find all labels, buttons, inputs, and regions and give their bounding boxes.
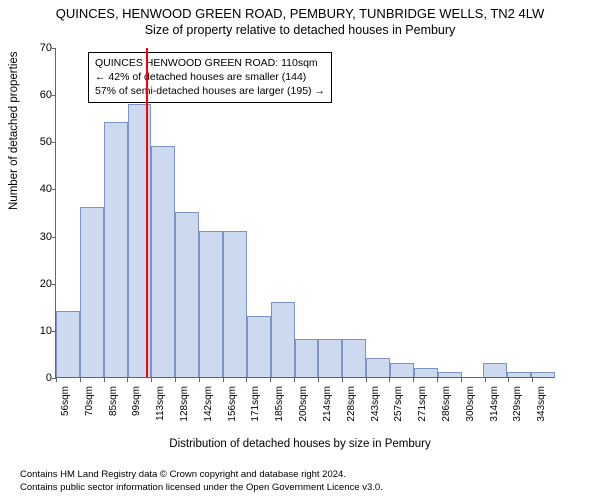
x-tick-label: 56sqm bbox=[60, 386, 71, 428]
page-title: QUINCES, HENWOOD GREEN ROAD, PEMBURY, TU… bbox=[0, 0, 600, 21]
x-tick-label: 70sqm bbox=[84, 386, 95, 428]
histogram-bar bbox=[414, 368, 438, 377]
histogram-bar bbox=[342, 339, 366, 377]
x-tick-label: 171sqm bbox=[250, 386, 261, 428]
property-marker-line bbox=[146, 48, 148, 377]
histogram-bar bbox=[438, 372, 462, 377]
y-tick-mark bbox=[52, 189, 56, 190]
annotation-line-1: QUINCES HENWOOD GREEN ROAD: 110sqm bbox=[95, 56, 325, 70]
y-axis-label: Number of detached properties bbox=[8, 51, 20, 210]
x-tick-mark bbox=[151, 378, 152, 382]
y-tick-label: 30 bbox=[24, 231, 52, 243]
histogram-bar bbox=[151, 146, 175, 377]
histogram-bar bbox=[175, 212, 199, 377]
y-tick-mark bbox=[52, 48, 56, 49]
x-tick-label: 156sqm bbox=[227, 386, 238, 428]
attribution: Contains HM Land Registry data © Crown c… bbox=[20, 469, 383, 494]
x-tick-mark bbox=[223, 378, 224, 382]
x-tick-label: 99sqm bbox=[131, 386, 142, 428]
x-tick-mark bbox=[389, 378, 390, 382]
x-tick-mark bbox=[175, 378, 176, 382]
x-tick-mark bbox=[508, 378, 509, 382]
x-tick-label: 142sqm bbox=[203, 386, 214, 428]
x-tick-mark bbox=[80, 378, 81, 382]
x-tick-mark bbox=[104, 378, 105, 382]
y-tick-label: 20 bbox=[24, 278, 52, 290]
y-tick-label: 60 bbox=[24, 89, 52, 101]
x-tick-label: 228sqm bbox=[346, 386, 357, 428]
x-tick-mark bbox=[246, 378, 247, 382]
histogram-bar bbox=[295, 339, 319, 377]
y-tick-label: 40 bbox=[24, 183, 52, 195]
attribution-line-2: Contains public sector information licen… bbox=[20, 482, 383, 494]
histogram-bar bbox=[199, 231, 223, 377]
histogram-bar bbox=[247, 316, 271, 377]
histogram-bar bbox=[390, 363, 414, 377]
histogram-bar bbox=[483, 363, 507, 377]
x-tick-label: 329sqm bbox=[512, 386, 523, 428]
x-tick-label: 343sqm bbox=[536, 386, 547, 428]
x-tick-label: 185sqm bbox=[274, 386, 285, 428]
x-tick-label: 243sqm bbox=[370, 386, 381, 428]
y-tick-label: 50 bbox=[24, 136, 52, 148]
x-tick-mark bbox=[413, 378, 414, 382]
histogram-chart: QUINCES HENWOOD GREEN ROAD: 110sqm ← 42%… bbox=[55, 48, 555, 378]
histogram-bar bbox=[271, 302, 295, 377]
y-tick-mark bbox=[52, 237, 56, 238]
annotation-line-2: ← 42% of detached houses are smaller (14… bbox=[95, 70, 325, 84]
x-tick-mark bbox=[127, 378, 128, 382]
x-tick-mark bbox=[199, 378, 200, 382]
x-tick-label: 257sqm bbox=[393, 386, 404, 428]
x-tick-label: 214sqm bbox=[322, 386, 333, 428]
x-tick-mark bbox=[485, 378, 486, 382]
x-tick-label: 300sqm bbox=[465, 386, 476, 428]
histogram-bar bbox=[318, 339, 342, 377]
x-axis-label: Distribution of detached houses by size … bbox=[0, 438, 600, 450]
x-tick-mark bbox=[366, 378, 367, 382]
x-tick-mark bbox=[56, 378, 57, 382]
x-tick-mark bbox=[318, 378, 319, 382]
x-tick-mark bbox=[532, 378, 533, 382]
x-tick-label: 85sqm bbox=[108, 386, 119, 428]
x-tick-label: 200sqm bbox=[298, 386, 309, 428]
x-tick-label: 314sqm bbox=[489, 386, 500, 428]
histogram-bar bbox=[56, 311, 80, 377]
y-tick-mark bbox=[52, 95, 56, 96]
attribution-line-1: Contains HM Land Registry data © Crown c… bbox=[20, 469, 383, 481]
histogram-bar bbox=[80, 207, 104, 377]
x-tick-mark bbox=[294, 378, 295, 382]
annotation-line-3: 57% of semi-detached houses are larger (… bbox=[95, 84, 325, 98]
histogram-bar bbox=[531, 372, 555, 377]
histogram-bar bbox=[366, 358, 390, 377]
y-tick-mark bbox=[52, 142, 56, 143]
x-tick-label: 286sqm bbox=[441, 386, 452, 428]
histogram-bar bbox=[104, 122, 128, 377]
histogram-bar bbox=[223, 231, 247, 377]
x-tick-mark bbox=[461, 378, 462, 382]
histogram-bar bbox=[507, 372, 531, 377]
y-tick-mark bbox=[52, 331, 56, 332]
chart-subtitle: Size of property relative to detached ho… bbox=[0, 21, 600, 37]
x-tick-mark bbox=[437, 378, 438, 382]
annotation-box: QUINCES HENWOOD GREEN ROAD: 110sqm ← 42%… bbox=[88, 52, 332, 103]
x-tick-label: 113sqm bbox=[155, 386, 166, 428]
x-tick-mark bbox=[270, 378, 271, 382]
y-tick-mark bbox=[52, 284, 56, 285]
y-tick-label: 70 bbox=[24, 42, 52, 54]
y-tick-label: 0 bbox=[24, 372, 52, 384]
y-tick-label: 10 bbox=[24, 325, 52, 337]
x-tick-mark bbox=[342, 378, 343, 382]
x-tick-label: 128sqm bbox=[179, 386, 190, 428]
x-tick-label: 271sqm bbox=[417, 386, 428, 428]
